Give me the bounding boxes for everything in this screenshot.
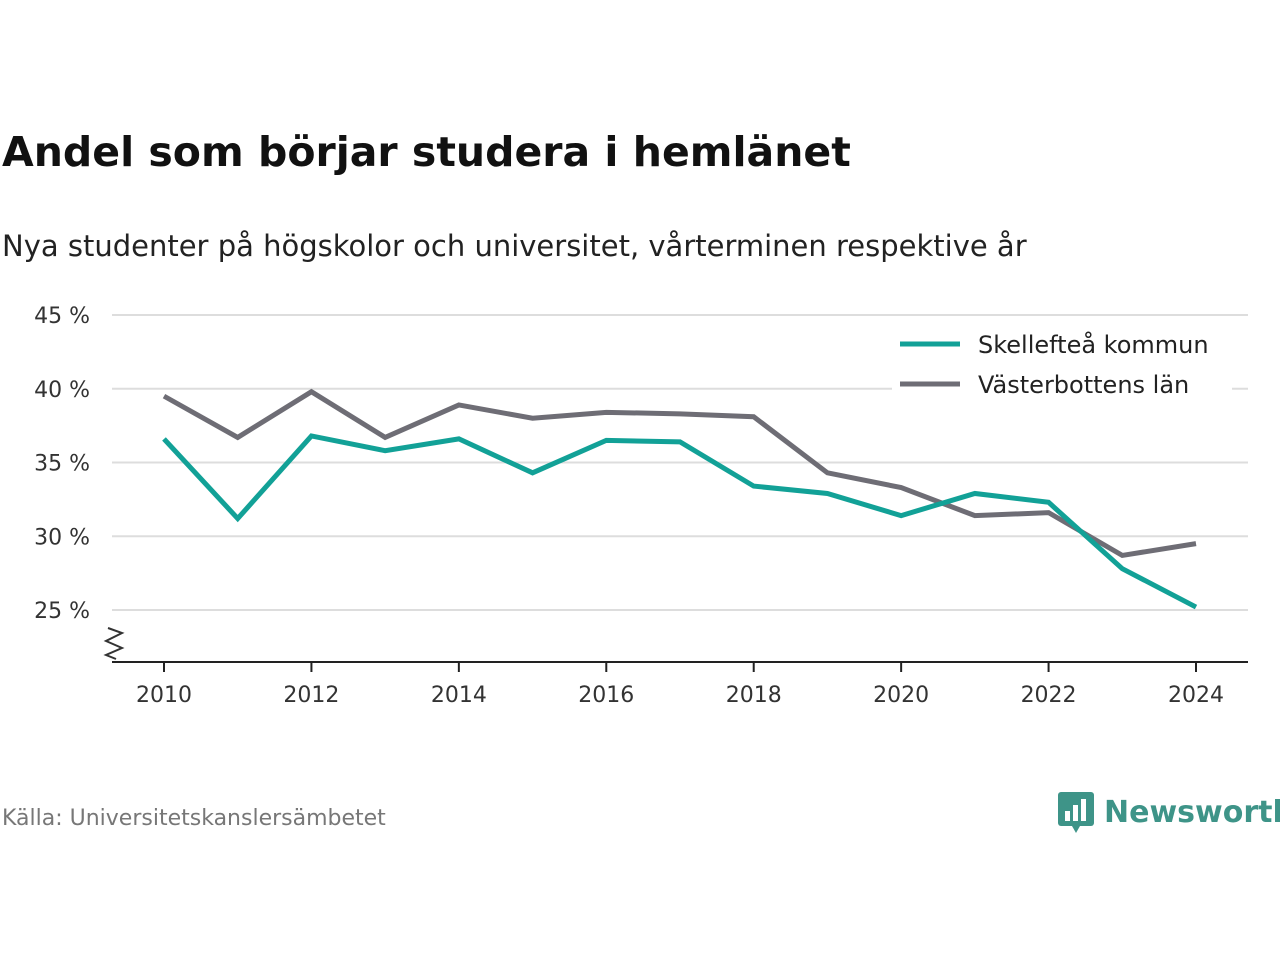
x-tick-label-2022: 2022	[1021, 683, 1077, 708]
y-axis-ticks: 25 % 30 % 35 % 40 % 45 %	[34, 304, 90, 624]
y-tick-label-45: 45 %	[34, 304, 90, 329]
newsworthy-logo: Newsworthy	[1058, 790, 1280, 834]
legend: Skellefteå kommun Västerbottens län	[892, 322, 1232, 399]
x-tick-label-2024: 2024	[1168, 683, 1224, 708]
source-note: Källa: Universitetskanslersämbetet	[2, 806, 386, 831]
x-tick-label-2014: 2014	[431, 683, 487, 708]
line-chart: 25 %30 %35 %40 %45 % 2010 2012 2014 2016 201…	[34, 304, 1248, 708]
x-axis	[103, 627, 1248, 663]
x-tick-label-2016: 2016	[578, 683, 634, 708]
chart-title: Andel som börjar studera i hemlänet	[2, 128, 851, 176]
y-tick-label-40: 40 %	[34, 378, 90, 403]
y-tick-label-35: 35 %	[34, 452, 90, 477]
legend-label-0: Skellefteå kommun	[978, 330, 1209, 359]
x-axis-ticks: 2010 2012 2014 2016 2018 2020 2022 2024	[136, 662, 1224, 708]
series-line-0	[162, 433, 1198, 610]
y-tick-label-30: 30 %	[34, 525, 90, 550]
newsworthy-logo-icon	[1058, 792, 1094, 833]
series-line-1	[162, 388, 1197, 559]
x-tick-label-2012: 2012	[283, 683, 339, 708]
legend-label-1: Västerbottens län	[978, 371, 1189, 399]
x-tick-label-2020: 2020	[873, 683, 929, 708]
y-tick-label-25: 25 %	[34, 599, 90, 624]
newsworthy-logo-text: Newsworthy	[1104, 794, 1280, 830]
series-lines	[162, 388, 1198, 610]
x-tick-label-2010: 2010	[136, 683, 192, 708]
x-tick-label-2018: 2018	[726, 683, 782, 708]
chart-subtitle: Nya studenter på högskolor och universit…	[2, 229, 1027, 263]
axis-break-icon	[103, 627, 125, 660]
